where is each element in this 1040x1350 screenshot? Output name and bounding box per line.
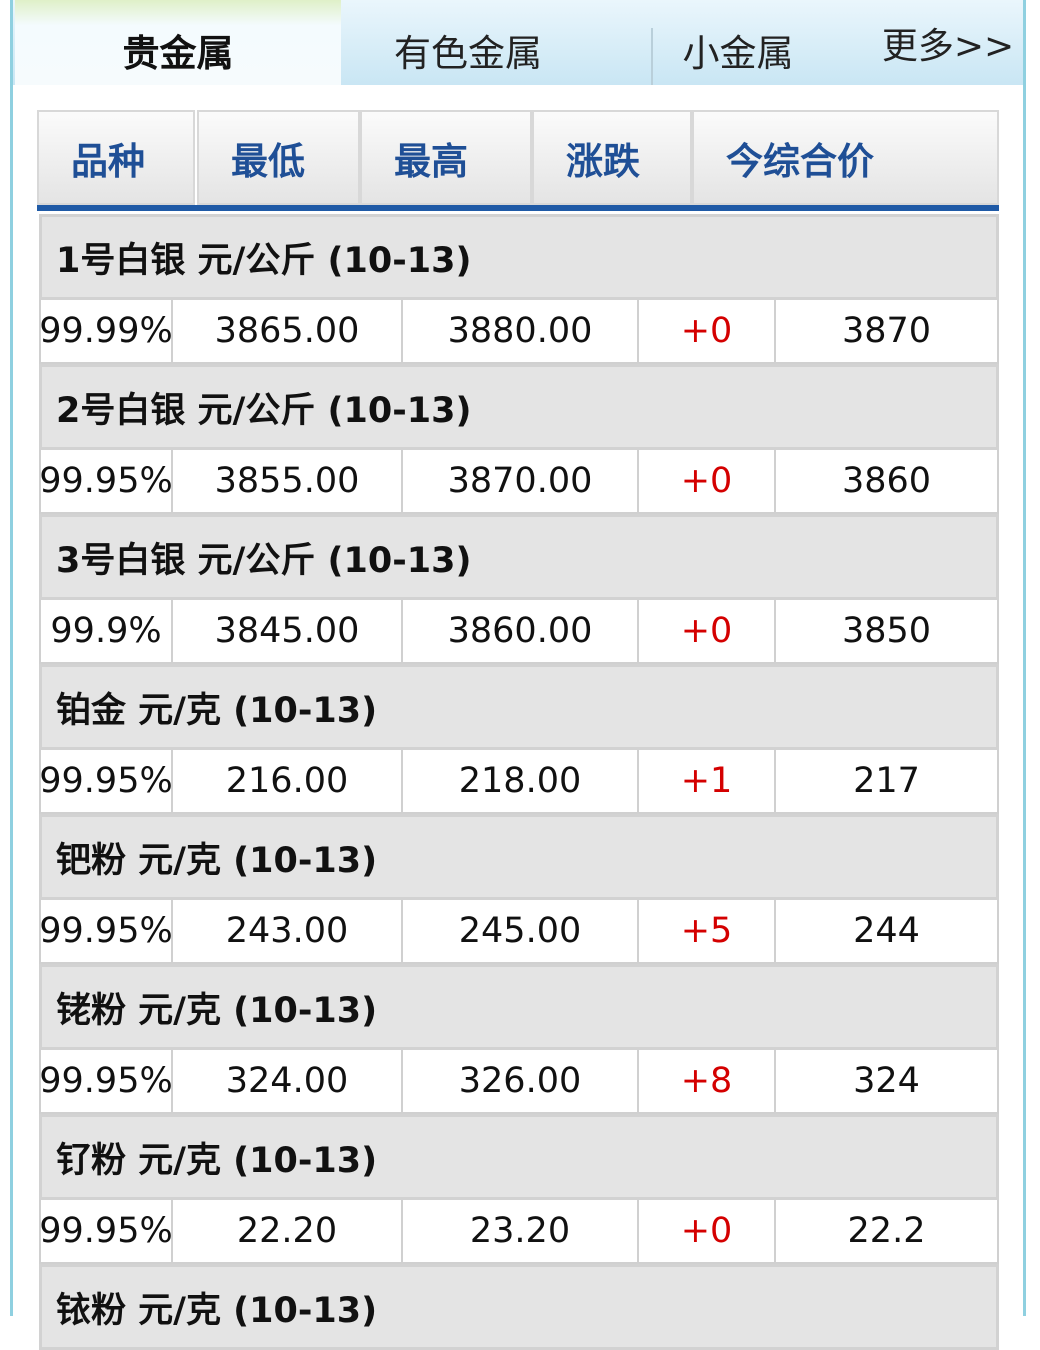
variety-cell: 99.95% [39, 1200, 173, 1262]
high-cell: 3870.00 [403, 450, 639, 512]
table-row: 99.95% 216.00 218.00 +1 217 [39, 750, 999, 814]
price-table-body: 1号白银 元/公斤 (10-13) 99.99% 3865.00 3880.00 +0 3… [39, 214, 999, 1350]
price-cell: 3860 [841, 461, 932, 501]
table-row: 99.9% 3845.00 3860.00 +0 3850 [39, 600, 999, 664]
high-cell: 326.00 [403, 1050, 639, 1112]
table-header: 品种 最低 最高 涨跌 今综合价 [37, 110, 999, 211]
table-row: 99.99% 3865.00 3880.00 +0 3870 [39, 300, 999, 364]
change-cell: +1 [639, 750, 776, 812]
col-high: 最高 [360, 110, 532, 205]
change-cell: +8 [639, 1050, 776, 1112]
high-cell: 245.00 [403, 900, 639, 962]
variety-cell: 99.95% [39, 1050, 173, 1112]
price-cell: 22.2 [847, 1211, 926, 1251]
tab-more[interactable]: 更多>> [881, 25, 1015, 67]
price-cell: 217 [853, 761, 920, 801]
group-header: 1号白银 元/公斤 (10-13) [39, 214, 999, 300]
group-header: 钌粉 元/克 (10-13) [39, 1114, 999, 1200]
price-cell: 3870 [841, 311, 932, 351]
col-low: 最低 [197, 110, 360, 205]
page-frame: 贵金属 有色金属 小金属 更多>> 品种 最低 最高 涨跌 今综合价 1号白银 … [10, 0, 1026, 1350]
variety-cell: 99.95% [39, 900, 173, 962]
low-cell: 3855.00 [173, 450, 403, 512]
high-cell: 218.00 [403, 750, 639, 812]
low-cell: 22.20 [173, 1200, 403, 1262]
change-cell: +0 [639, 300, 776, 362]
change-cell: +0 [639, 450, 776, 512]
group-header: 3号白银 元/公斤 (10-13) [39, 514, 999, 600]
tab-precious-metals[interactable]: 贵金属 [15, 0, 341, 85]
price-cell: 244 [853, 911, 920, 951]
table-row: 99.95% 3855.00 3870.00 +0 3860 [39, 450, 999, 514]
price-cell: 3850 [841, 611, 932, 651]
high-cell: 23.20 [403, 1200, 639, 1262]
col-change: 涨跌 [532, 110, 692, 205]
group-header: 铑粉 元/克 (10-13) [39, 964, 999, 1050]
variety-cell: 99.95% [39, 450, 173, 512]
change-cell: +5 [639, 900, 776, 962]
low-cell: 324.00 [173, 1050, 403, 1112]
group-header: 钯粉 元/克 (10-13) [39, 814, 999, 900]
high-cell: 3860.00 [403, 600, 639, 662]
variety-cell: 99.95% [39, 750, 173, 812]
table-row: 99.95% 22.20 23.20 +0 22.2 [39, 1200, 999, 1264]
change-cell: +0 [639, 600, 776, 662]
table-row: 99.95% 243.00 245.00 +5 244 [39, 900, 999, 964]
col-price: 今综合价 [692, 110, 999, 205]
tab-nonferrous-metals[interactable]: 有色金属 [394, 31, 542, 75]
price-cell: 324 [853, 1061, 920, 1101]
group-header: 铱粉 元/克 (10-13) [39, 1264, 999, 1350]
group-header: 2号白银 元/公斤 (10-13) [39, 364, 999, 450]
col-variety: 品种 [37, 110, 195, 205]
variety-cell: 99.99% [39, 300, 173, 362]
low-cell: 3865.00 [173, 300, 403, 362]
change-cell: +0 [639, 1200, 776, 1262]
tab-divider [651, 28, 653, 85]
tab-bar: 贵金属 有色金属 小金属 更多>> [13, 0, 1023, 85]
low-cell: 243.00 [173, 900, 403, 962]
low-cell: 216.00 [173, 750, 403, 812]
variety-cell: 99.9% [41, 600, 173, 662]
low-cell: 3845.00 [173, 600, 403, 662]
table-row: 99.95% 324.00 326.00 +8 324 [39, 1050, 999, 1114]
high-cell: 3880.00 [403, 300, 639, 362]
group-header: 铂金 元/克 (10-13) [39, 664, 999, 750]
tab-minor-metals[interactable]: 小金属 [682, 31, 794, 75]
